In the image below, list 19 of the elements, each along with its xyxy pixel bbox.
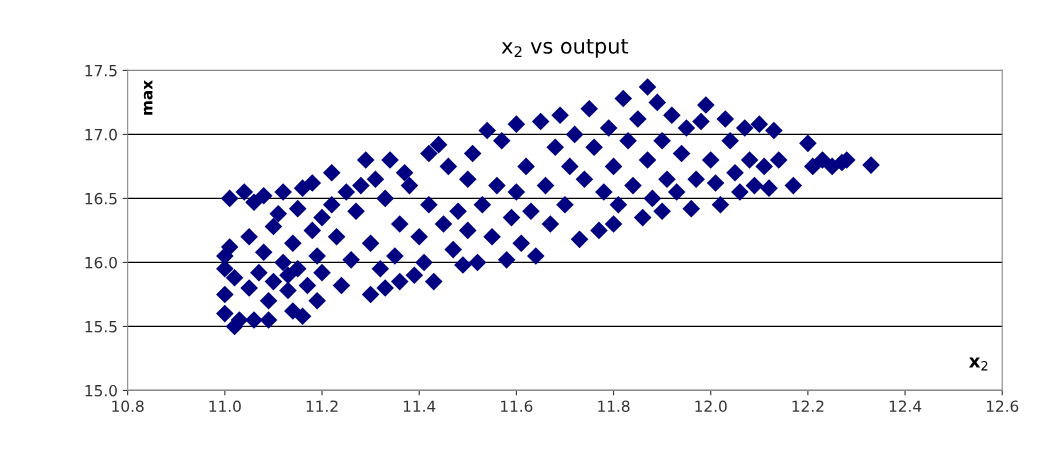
x-tick-label: 12.2	[792, 400, 824, 412]
y-tick-label: 17.5	[85, 65, 117, 77]
y-tick-label: 15.0	[85, 384, 117, 397]
y-tick-label: 15.5	[85, 321, 117, 333]
x-tick-label: 10.8	[112, 400, 144, 412]
y-tick-label: 16.5	[85, 192, 117, 205]
x-tick-label: 11.4	[403, 400, 436, 412]
x-tick-label: 11.2	[306, 400, 338, 412]
y-tick-label: 16.0	[85, 256, 117, 269]
x-tick-label: 12.0	[695, 400, 727, 412]
x-tick-label: 12.6	[986, 400, 1019, 412]
y-axis-title: max	[143, 80, 153, 115]
chart-title: x$_{2}$ vs output	[501, 38, 629, 58]
x-tick-label: 11.8	[598, 400, 630, 412]
x-tick-label: 11.6	[501, 400, 533, 412]
y-tick-label: 17.0	[85, 128, 117, 141]
x-tick-label: 11.0	[209, 400, 241, 412]
x-axis-title: x$_{2}$	[969, 357, 988, 371]
x-tick-label: 12.4	[889, 400, 922, 412]
